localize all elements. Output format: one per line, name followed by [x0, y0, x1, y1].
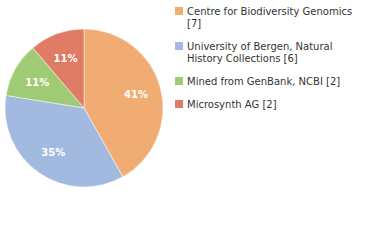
legend: Centre for Biodiversity Genomics[7] Unive… — [175, 6, 352, 110]
legend-swatch — [175, 77, 183, 85]
data-labels: 41% 35% 11% 11% — [25, 53, 148, 158]
legend-label: Microsynth AG [2] — [187, 99, 277, 110]
legend-swatch — [175, 7, 183, 15]
legend-label: Centre for Biodiversity Genomics[7] — [187, 6, 352, 29]
legend-swatch — [175, 100, 183, 108]
pie-slice — [5, 95, 123, 187]
legend-swatch — [175, 42, 183, 50]
pie — [5, 29, 163, 187]
data-label: 41% — [124, 89, 148, 100]
legend-label: Mined from GenBank, NCBI [2] — [187, 76, 340, 87]
chart: 41% 35% 11% 11% Centre for Biodiversity Geno… — [0, 0, 380, 240]
legend-label: University of Bergen, NaturalHistory Col… — [187, 41, 332, 64]
pie-slice — [33, 29, 84, 108]
data-label: 11% — [25, 77, 49, 88]
data-label: 35% — [41, 147, 65, 158]
data-label: 11% — [53, 53, 77, 64]
